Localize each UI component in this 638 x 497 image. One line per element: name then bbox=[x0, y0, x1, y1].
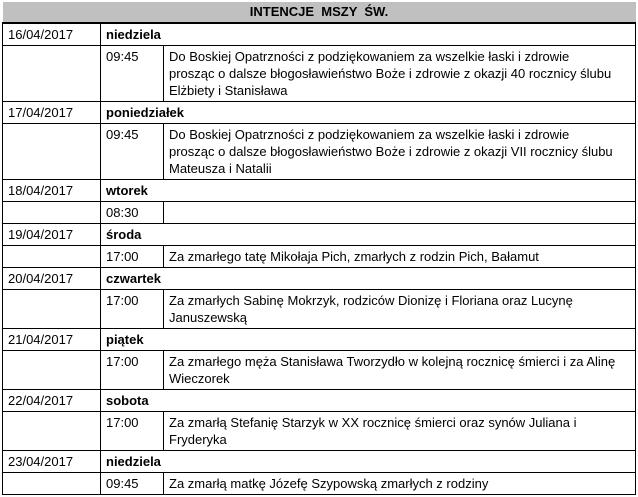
intention-cell bbox=[163, 201, 636, 224]
date-cell-empty bbox=[2, 289, 101, 329]
time-cell: 17:00 bbox=[100, 350, 164, 390]
day-cell: czwartek bbox=[100, 267, 636, 290]
table-row-mass: 17:00 Za zmarłego tatę Mikołaja Pich, zm… bbox=[2, 245, 636, 268]
table-row-date: 22/04/2017 sobota bbox=[2, 389, 636, 412]
day-cell: niedziela bbox=[100, 22, 636, 46]
date-cell: 23/04/2017 bbox=[2, 450, 101, 473]
intention-cell: Do Boskiej Opatrzności z podziękowaniem … bbox=[163, 123, 636, 180]
date-cell: 20/04/2017 bbox=[2, 267, 101, 290]
time-cell: 09:45 bbox=[100, 45, 164, 102]
table-row-mass: 09:45 Do Boskiej Opatrzności z podziękow… bbox=[2, 123, 636, 180]
intention-cell: Do Boskiej Opatrzności z podziękowaniem … bbox=[163, 45, 636, 102]
day-cell: wtorek bbox=[100, 179, 636, 202]
table-row-date: 20/04/2017 czwartek bbox=[2, 267, 636, 290]
date-cell-empty bbox=[2, 472, 101, 495]
table-row-mass: 09:45 Do Boskiej Opatrzności z podziękow… bbox=[2, 45, 636, 102]
date-cell-empty bbox=[2, 411, 101, 451]
time-cell: 17:00 bbox=[100, 245, 164, 268]
time-cell: 09:45 bbox=[100, 472, 164, 495]
date-cell-empty bbox=[2, 123, 101, 180]
day-cell: sobota bbox=[100, 389, 636, 412]
date-cell: 18/04/2017 bbox=[2, 179, 101, 202]
day-cell: niedziela bbox=[100, 450, 636, 473]
table-row-date: 16/04/2017 niedziela bbox=[2, 22, 636, 46]
date-cell: 21/04/2017 bbox=[2, 328, 101, 351]
date-cell-empty bbox=[2, 201, 101, 224]
day-cell: środa bbox=[100, 223, 636, 246]
table-row-mass: 17:00 Za zmarłą Stefanię Starzyk w XX ro… bbox=[2, 411, 636, 451]
table-row-date: 17/04/2017 poniedziałek bbox=[2, 101, 636, 124]
date-cell-empty bbox=[2, 45, 101, 102]
intention-cell: Za zmarłego tatę Mikołaja Pich, zmarłych… bbox=[163, 245, 636, 268]
date-cell: 17/04/2017 bbox=[2, 101, 101, 124]
time-cell: 09:45 bbox=[100, 123, 164, 180]
table-row-date: 19/04/2017 środa bbox=[2, 223, 636, 246]
table-row-date: 23/04/2017 niedziela bbox=[2, 450, 636, 473]
table-row-mass: 09:45 Za zmarłą matkę Józefę Szypowską z… bbox=[2, 472, 636, 495]
date-cell-empty bbox=[2, 245, 101, 268]
table-row-date: 21/04/2017 piątek bbox=[2, 328, 636, 351]
page-title: INTENCJE MSZY ŚW. bbox=[2, 2, 636, 24]
intention-cell: Za zmarłą Stefanię Starzyk w XX rocznicę… bbox=[163, 411, 636, 451]
day-cell: piątek bbox=[100, 328, 636, 351]
intention-cell: Za zmarłą matkę Józefę Szypowską zmarłyc… bbox=[163, 472, 636, 495]
intention-cell: Za zmarłych Sabinę Mokrzyk, rodziców Dio… bbox=[163, 289, 636, 329]
date-cell-empty bbox=[2, 350, 101, 390]
time-cell: 08:30 bbox=[100, 201, 164, 224]
time-cell: 17:00 bbox=[100, 411, 164, 451]
table-row-mass: 17:00 Za zmarłego męża Stanisława Tworzy… bbox=[2, 350, 636, 390]
table-row-mass: 08:30 bbox=[2, 201, 636, 224]
intention-cell: Za zmarłego męża Stanisława Tworzydło w … bbox=[163, 350, 636, 390]
day-cell: poniedziałek bbox=[100, 101, 636, 124]
table-row-date: 18/04/2017 wtorek bbox=[2, 179, 636, 202]
table-header-row: INTENCJE MSZY ŚW. bbox=[2, 2, 636, 24]
date-cell: 19/04/2017 bbox=[2, 223, 101, 246]
time-cell: 17:00 bbox=[100, 289, 164, 329]
date-cell: 16/04/2017 bbox=[2, 22, 101, 46]
date-cell: 22/04/2017 bbox=[2, 389, 101, 412]
table-row-mass: 17:00 Za zmarłych Sabinę Mokrzyk, rodzic… bbox=[2, 289, 636, 329]
